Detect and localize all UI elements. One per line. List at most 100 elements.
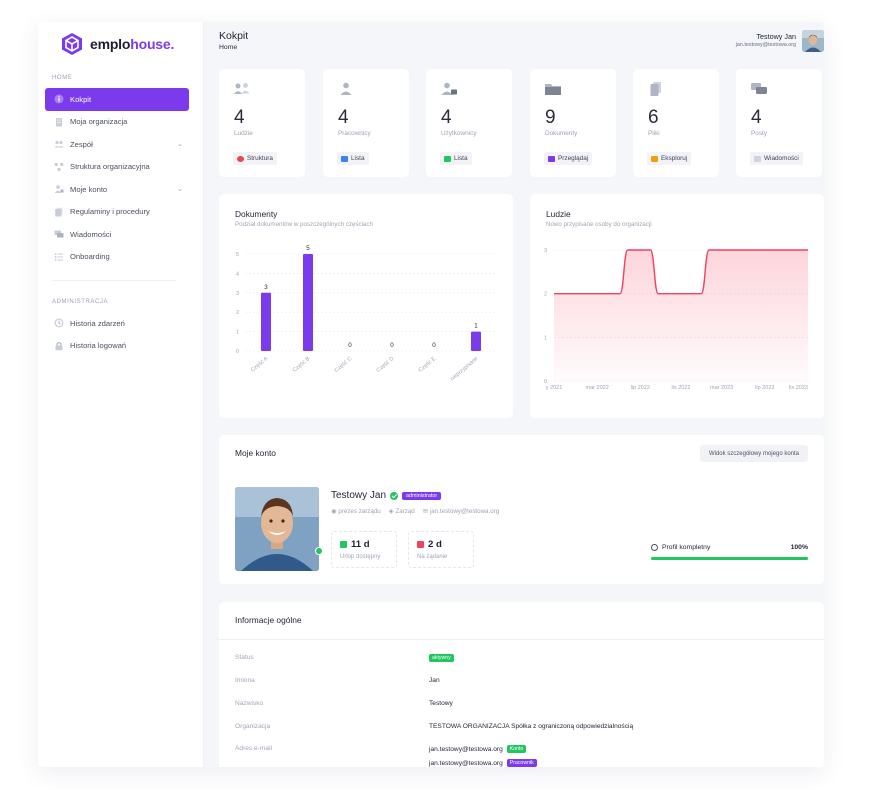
employee-icon	[340, 82, 352, 95]
y-tick-label: 3	[544, 248, 547, 254]
section-admin-label: ADMINISTRACJA	[52, 299, 109, 305]
stat-label: Użytkownicy	[441, 130, 477, 137]
account-details-button[interactable]: Widok szczegółowy mojego konta	[699, 445, 808, 462]
sidebar-item-structure[interactable]: Struktura organizacyjna	[45, 156, 189, 179]
leave-available-box: 11 d Urlop dostępny	[331, 531, 397, 568]
structure-icon	[237, 155, 244, 162]
sidebar-item-team[interactable]: Zespół ⌄	[45, 133, 189, 156]
header-user-name[interactable]: Testowy Jan	[756, 32, 796, 41]
avatar[interactable]	[802, 30, 824, 52]
list-button[interactable]: Lista	[337, 152, 369, 165]
mail-icon: ✉	[422, 508, 428, 515]
stat-label: Dokumenty	[545, 130, 578, 137]
check-circle-icon	[651, 544, 658, 551]
y-tick-label: 0	[236, 349, 239, 355]
stat-card-employees: 4 Pracownicy Lista	[323, 69, 409, 177]
online-status-dot	[315, 547, 323, 555]
x-tick-label: mar 2023	[710, 385, 733, 391]
x-tick-label: Część D	[376, 356, 396, 374]
y-tick-label: 1	[544, 335, 547, 341]
sidebar-item-event-history[interactable]: Historia zdarzeń	[45, 312, 189, 335]
browse-button[interactable]: Przeglądaj	[544, 152, 593, 165]
stat-card-people: 4 Ludzie Struktura	[219, 69, 305, 177]
people-panel: Ludzie Nowo przypisane osoby do organiza…	[530, 194, 824, 418]
browse-icon	[548, 155, 555, 162]
files-icon	[650, 82, 661, 96]
info-key: Imiona	[235, 677, 255, 684]
history-icon	[54, 318, 64, 328]
chevron-down-icon: ⌄	[177, 186, 183, 193]
folder-icon	[651, 155, 658, 162]
logo[interactable]: emplohouse.	[60, 32, 174, 56]
stat-label: Pliki	[648, 130, 660, 137]
info-panel: Informacje ogólne Status aktywny Imiona …	[219, 602, 824, 767]
button-label: Eksploruj	[661, 155, 688, 162]
people-area-chart: 0 1 2 3 y 2021 mar 2022 lip 2022 lis 2022 mar 20…	[544, 248, 808, 391]
sidebar-item-regulations[interactable]: Regulaminy i procedury	[45, 201, 189, 224]
people-title: Ludzie	[546, 209, 571, 219]
stat-card-posts: 4 Posty Wiadomości	[736, 69, 822, 177]
x-tick-label: nieprzypisane	[449, 356, 479, 382]
calendar-icon	[340, 541, 347, 548]
x-tick-label: lis 2023	[789, 385, 808, 391]
x-tick-label: Część B	[292, 356, 312, 374]
sidebar-item-organization[interactable]: Moja organizacja	[45, 111, 189, 134]
data-label: 0	[432, 342, 436, 349]
documents-panel: Dokumenty Podział dokumentów w poszczegó…	[219, 194, 513, 418]
list-button[interactable]: Lista	[440, 152, 472, 165]
profile-photo	[235, 487, 319, 571]
leave-value: 11 d	[340, 539, 370, 550]
profile-complete-percent: 100%	[790, 544, 808, 551]
header-user-email: jan.testowy@testowa.org	[735, 42, 796, 48]
info-row-organization: Organizacja TESTOWA ORGANIZACJA Spółka z…	[235, 723, 808, 737]
info-value: Jan	[429, 677, 440, 684]
structure-icon	[54, 162, 64, 172]
on-demand-value: 2 d	[417, 539, 442, 550]
account-name-text: Testowy Jan	[331, 490, 387, 501]
calendar-icon	[417, 541, 424, 548]
messages-icon	[54, 229, 64, 239]
email-item: ✉ jan.testowy@testowa.org	[423, 508, 499, 515]
status-badge: aktywny	[429, 654, 454, 662]
email-link[interactable]: jan.testowy@testowa.org	[429, 745, 503, 753]
explore-button[interactable]: Eksploruj	[647, 152, 692, 165]
people-icon	[234, 83, 250, 94]
documents-title: Dokumenty	[235, 209, 278, 219]
stat-label: Posty	[751, 130, 767, 137]
email-link[interactable]: jan.testowy@testowa.org	[429, 759, 503, 767]
profile-label-text: Profil kompletny	[662, 544, 711, 551]
sidebar-item-messages[interactable]: Wiadomości	[45, 223, 189, 246]
data-label: 3	[264, 284, 268, 291]
button-label: Wiadomości	[764, 155, 799, 162]
stat-value: 4	[441, 107, 452, 128]
logo-icon	[62, 33, 82, 55]
info-value: TESTOWA ORGANIZACJA Spółka z ograniczoną…	[429, 723, 634, 730]
checklist-icon	[54, 252, 64, 262]
info-divider	[219, 639, 824, 640]
employee-badge: Pracownik	[506, 759, 537, 767]
layers-icon: ◈	[388, 508, 394, 515]
stat-value: 4	[751, 107, 762, 128]
x-tick-label: Część C	[334, 356, 354, 374]
sidebar-item-kokpit[interactable]: Kokpit	[45, 88, 189, 111]
leave-value-text: 11 d	[351, 539, 370, 550]
sidebar-item-label: Struktura organizacyjna	[70, 162, 150, 172]
data-label: 5	[306, 245, 310, 252]
user-key-icon	[54, 184, 64, 194]
info-row-email: Adres e-mail jan.testowy@testowa.org Kont…	[235, 745, 808, 759]
breadcrumb[interactable]: Home	[219, 44, 238, 51]
documents-subtitle: Podział dokumentów w poszczególnych częś…	[235, 221, 373, 228]
sidebar-item-my-account[interactable]: Moje konto ⌄	[45, 178, 189, 201]
sidebar: emplohouse. HOME Kokpit Moja organizacja…	[38, 22, 204, 767]
profile-complete-label: Profil kompletny	[651, 544, 710, 551]
messages-button[interactable]: Wiadomości	[750, 152, 803, 165]
account-name: Testowy Jan administrator	[331, 490, 442, 501]
on-demand-label: Na żądanie	[417, 554, 448, 560]
profile-progress-fill	[651, 557, 808, 560]
sidebar-item-login-history[interactable]: Historia logowań	[45, 335, 189, 358]
sidebar-item-onboarding[interactable]: Onboarding	[45, 246, 189, 269]
info-key: Organizacja	[235, 723, 271, 730]
structure-button[interactable]: Struktura	[233, 152, 277, 165]
stat-card-files: 6 Pliki Eksploruj	[633, 69, 719, 177]
stat-label: Ludzie	[234, 130, 253, 137]
